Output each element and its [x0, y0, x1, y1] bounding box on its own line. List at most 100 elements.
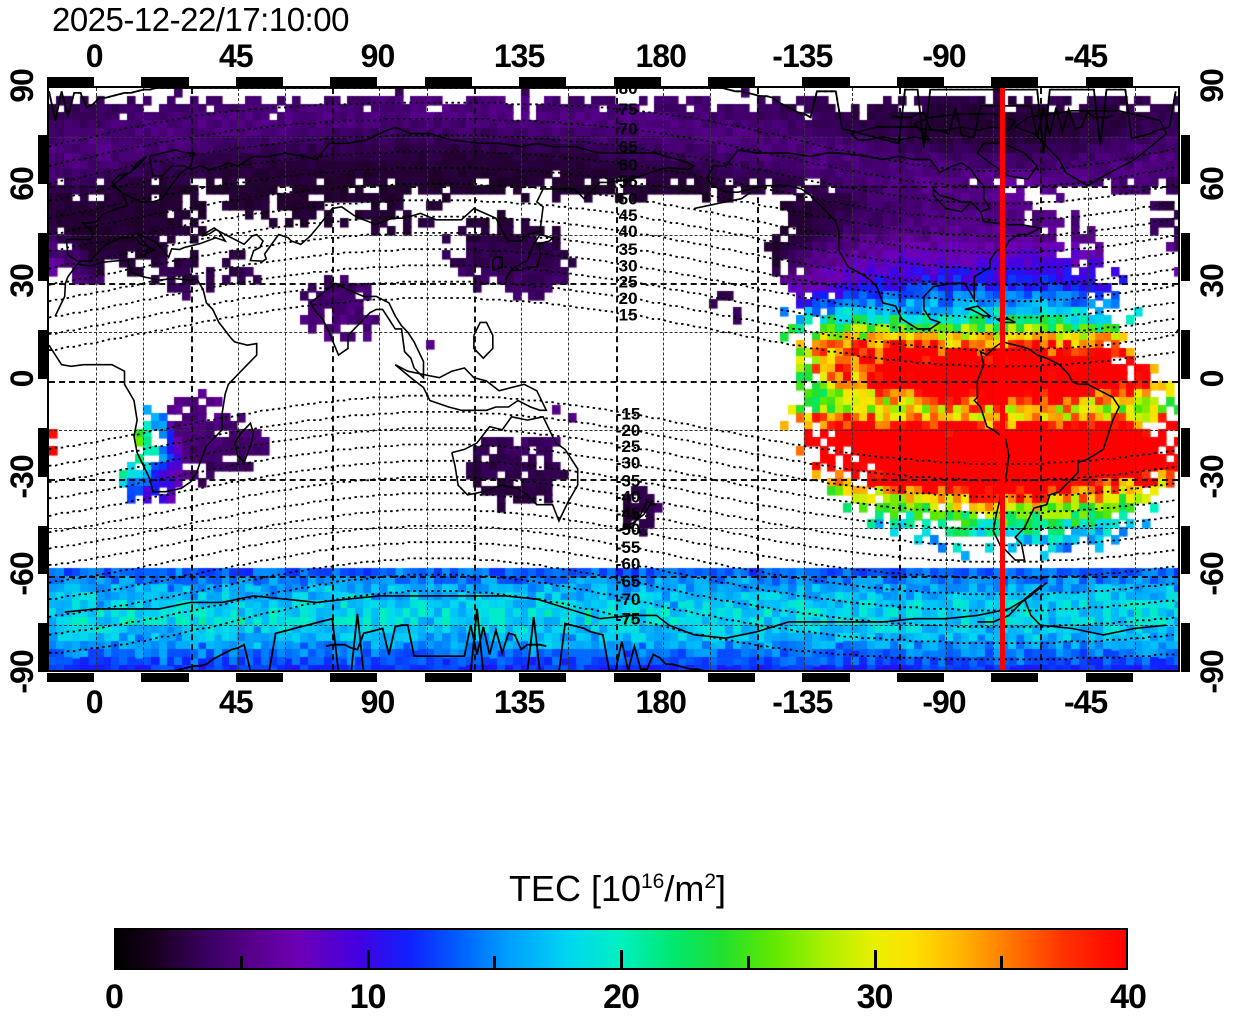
- coastline-baffin: [976, 142, 1039, 180]
- x-tick-label-top--45: -45: [1063, 38, 1108, 74]
- maglat-label--20: -20: [616, 421, 641, 440]
- y-tick-label-left--30: -30: [4, 455, 40, 499]
- y-tick-label-right-0: 0: [1194, 370, 1230, 388]
- grid-parallel: [49, 332, 1178, 334]
- coastline-indonesia: [394, 363, 548, 412]
- maglat-contour-35: [49, 232, 1176, 303]
- grid-meridian: [1134, 88, 1136, 670]
- map-plot-area[interactable]: 80 75 70 65 60 55 50 45 40 35 30 25 20 15 -15 -20 -25 -30…: [47, 86, 1180, 672]
- colorbar-label-30: 30: [856, 978, 894, 1016]
- coastline-africa: [49, 259, 1178, 493]
- maglat-contour--60: [49, 541, 1176, 612]
- grid-meridian: [379, 88, 381, 670]
- grid-meridian: [804, 88, 806, 670]
- grid-meridian: [662, 88, 664, 670]
- grid-meridian: [237, 88, 239, 670]
- maglat-contour-80: [49, 88, 1177, 154]
- left-tickbar-segment: [38, 330, 47, 379]
- x-tick-label-top--90: -90: [922, 38, 966, 74]
- maglat-label-65: 65: [619, 138, 638, 157]
- coastline-south-america: [973, 341, 1121, 561]
- left-tickbar-segment: [38, 623, 47, 672]
- coastline-madagascar: [233, 421, 255, 464]
- maglat-contour-30: [49, 248, 1176, 319]
- maglat-contour--65: [49, 557, 1176, 628]
- maglat-contour-20: [49, 280, 1176, 351]
- colorbar-major-tick-20: [620, 950, 623, 969]
- maglat-label-75: 75: [619, 100, 638, 119]
- maglat-contour--45: [49, 492, 1176, 563]
- colorbar-title: TEC [1016/m2]: [509, 868, 726, 910]
- y-tick-label-left--60: -60: [4, 552, 40, 596]
- bottom-tickbar-segment: [141, 673, 189, 682]
- colorbar-title-tail: /m: [664, 868, 705, 909]
- y-tick-label-left-0: 0: [4, 370, 40, 388]
- maglat-label--50: -50: [616, 520, 641, 539]
- y-tick-label-right-60: 60: [1194, 166, 1230, 201]
- maglat-contour--15: [49, 394, 1176, 465]
- x-tick-label-bottom-90: 90: [360, 684, 396, 720]
- maglat-label-55: 55: [619, 172, 638, 191]
- grid-parallel: [49, 527, 1178, 529]
- left-tickbar-segment: [38, 134, 47, 184]
- maglat-label--55: -55: [616, 538, 641, 557]
- maglat-contour-15: [49, 297, 1176, 368]
- top-tickbar-segment: [424, 77, 472, 86]
- maglat-label--45: -45: [616, 504, 641, 523]
- x-tick-label-bottom-135: 135: [493, 684, 545, 720]
- x-tick-label-bottom--90: -90: [922, 684, 966, 720]
- grid-parallel: [49, 576, 1178, 579]
- maglat-contour-60: [49, 150, 1176, 221]
- maglat-polar-north-80: [49, 88, 1177, 154]
- top-tickbar-segment: [235, 77, 284, 86]
- x-tick-label-bottom-45: 45: [219, 684, 254, 720]
- grid-meridian: [426, 88, 428, 670]
- x-tick-label-top--135: -135: [772, 38, 833, 74]
- colorbar-label-10: 10: [349, 978, 387, 1016]
- top-tickbar-segment: [519, 77, 567, 86]
- grid-meridian: [96, 88, 98, 670]
- grid-meridian: [521, 88, 523, 670]
- top-tickbar-segment: [802, 77, 850, 86]
- coastline-nz: [618, 500, 657, 532]
- grid-meridian: [473, 88, 476, 670]
- grid-parallel: [49, 283, 1178, 286]
- maglat-contour--50: [49, 508, 1176, 579]
- colorbar-title-main: TEC [10: [508, 868, 641, 909]
- x-tick-label-bottom-180: 180: [635, 684, 687, 720]
- grid-meridian: [332, 88, 335, 670]
- grid-meridian: [898, 88, 901, 670]
- maglat-label-35: 35: [619, 240, 638, 259]
- grid-meridian: [143, 88, 145, 670]
- right-tickbar-segment: [1181, 623, 1190, 672]
- bottom-tickbar-segment: [235, 673, 284, 682]
- x-tick-label-bottom--45: -45: [1063, 684, 1108, 720]
- maglat-polar-south--85: [325, 624, 547, 657]
- colorbar-title-close: ]: [716, 868, 727, 909]
- grid-parallel: [49, 136, 1178, 138]
- maglat-label-15: 15: [619, 305, 638, 324]
- colorbar-major-tick-30: [873, 950, 877, 969]
- grid-meridian: [1040, 88, 1043, 670]
- maglat-contour--70: [49, 573, 1176, 644]
- grid-meridian: [285, 88, 287, 670]
- maglat-contour--25: [49, 427, 1176, 498]
- maglat-label--40: -40: [616, 488, 641, 507]
- grid-parallel: [49, 478, 1178, 481]
- x-tick-label-bottom--135: -135: [772, 684, 833, 720]
- maglat-contour-55: [49, 166, 1176, 237]
- grid-parallel: [49, 625, 1178, 627]
- maglat-contour-75: [49, 101, 1176, 172]
- maglat-polar-south--80: [167, 608, 705, 670]
- map-canvas: 80 75 70 65 60 55 50 45 40 35 30 25 20 15 -15 -20 -25 -30…: [49, 88, 1178, 670]
- grid-meridian: [568, 88, 570, 670]
- top-tickbar-segment: [896, 77, 944, 86]
- bottom-tickbar-segment: [707, 673, 756, 682]
- bottom-tickbar-segment: [991, 673, 1039, 682]
- grid-meridian: [851, 88, 853, 670]
- grid-meridian: [757, 88, 760, 670]
- top-tickbar-segment: [707, 77, 756, 86]
- grid-parallel: [49, 234, 1178, 236]
- bottom-tickbar-segment: [47, 673, 95, 682]
